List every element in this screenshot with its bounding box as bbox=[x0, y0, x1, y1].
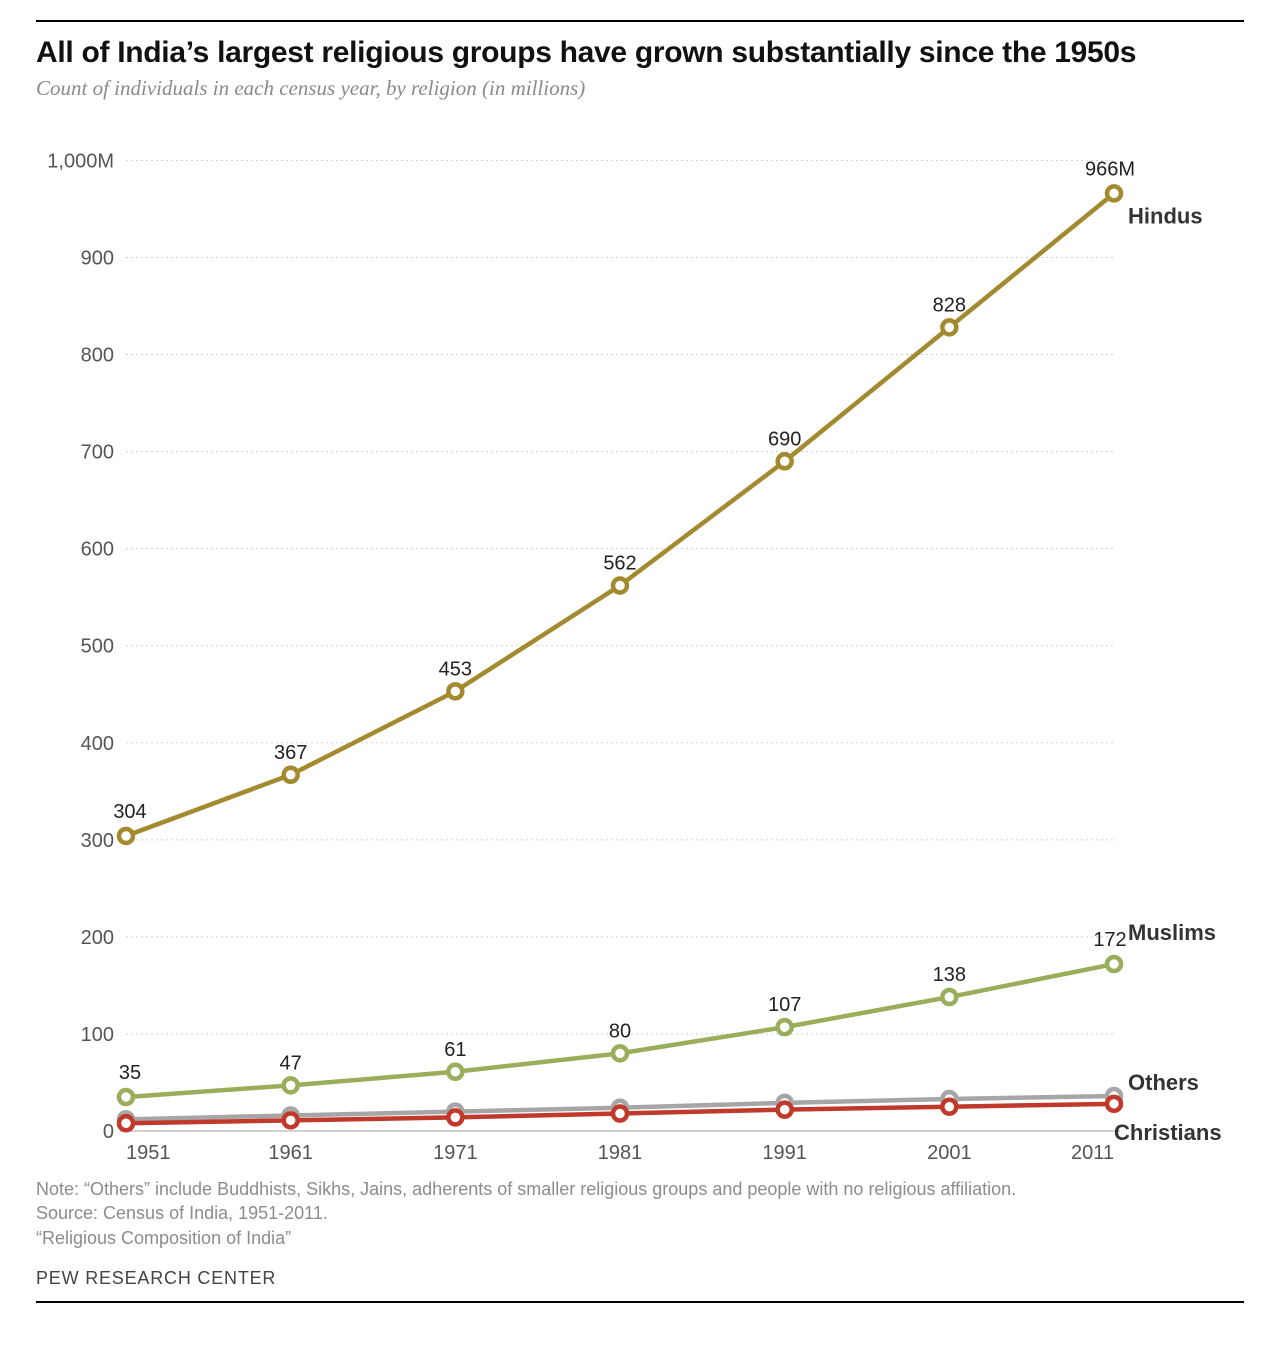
svg-text:1951: 1951 bbox=[126, 1142, 171, 1164]
svg-text:1,000M: 1,000M bbox=[47, 150, 114, 172]
plot-area: 0 100 200 300 400 500 600 700 800 900 1,000M 1951 19… bbox=[36, 111, 1244, 1171]
svg-text:700: 700 bbox=[81, 442, 114, 464]
svg-text:0: 0 bbox=[103, 1121, 114, 1143]
footnote-note: Note: “Others” include Buddhists, Sikhs,… bbox=[36, 1177, 1244, 1201]
svg-text:1991: 1991 bbox=[762, 1142, 807, 1164]
svg-text:800: 800 bbox=[81, 345, 114, 367]
svg-text:172: 172 bbox=[1093, 929, 1126, 951]
svg-text:Others: Others bbox=[1128, 1070, 1199, 1095]
chart-footnotes: Note: “Others” include Buddhists, Sikhs,… bbox=[36, 1177, 1244, 1250]
svg-text:2001: 2001 bbox=[927, 1142, 972, 1164]
top-rule bbox=[36, 20, 1244, 22]
svg-text:1981: 1981 bbox=[598, 1142, 643, 1164]
bottom-rule bbox=[36, 1301, 1244, 1303]
svg-text:1971: 1971 bbox=[433, 1142, 478, 1164]
org-credit: PEW RESEARCH CENTER bbox=[36, 1268, 1244, 1289]
svg-text:80: 80 bbox=[609, 1020, 631, 1042]
svg-text:35: 35 bbox=[119, 1062, 141, 1084]
line-chart-svg: 0 100 200 300 400 500 600 700 800 900 1,000M 1951 19… bbox=[36, 111, 1244, 1171]
svg-text:47: 47 bbox=[280, 1052, 302, 1074]
svg-text:453: 453 bbox=[439, 658, 472, 680]
svg-text:562: 562 bbox=[603, 553, 636, 575]
svg-text:400: 400 bbox=[81, 733, 114, 755]
svg-text:300: 300 bbox=[81, 830, 114, 852]
svg-text:107: 107 bbox=[768, 994, 801, 1016]
svg-text:Muslims: Muslims bbox=[1128, 920, 1216, 945]
chart-title: All of India’s largest religious groups … bbox=[36, 36, 1244, 70]
svg-text:828: 828 bbox=[933, 294, 966, 316]
svg-text:61: 61 bbox=[444, 1039, 466, 1061]
svg-text:Christians: Christians bbox=[1114, 1120, 1222, 1145]
svg-text:690: 690 bbox=[768, 428, 801, 450]
svg-text:2011: 2011 bbox=[1071, 1142, 1114, 1164]
svg-text:Hindus: Hindus bbox=[1128, 203, 1203, 228]
svg-text:304: 304 bbox=[113, 801, 146, 823]
svg-text:138: 138 bbox=[933, 964, 966, 986]
footnote-source: Source: Census of India, 1951-2011. bbox=[36, 1201, 1244, 1225]
svg-text:367: 367 bbox=[274, 742, 307, 764]
svg-text:500: 500 bbox=[81, 636, 114, 658]
svg-text:100: 100 bbox=[81, 1024, 114, 1046]
chart-page: All of India’s largest religious groups … bbox=[0, 0, 1280, 1346]
svg-text:600: 600 bbox=[81, 539, 114, 561]
svg-text:900: 900 bbox=[81, 247, 114, 269]
footnote-report: “Religious Composition of India” bbox=[36, 1226, 1244, 1250]
svg-text:1961: 1961 bbox=[268, 1142, 313, 1164]
svg-text:200: 200 bbox=[81, 927, 114, 949]
svg-text:966M: 966M bbox=[1085, 158, 1135, 180]
chart-subtitle: Count of individuals in each census year… bbox=[36, 76, 1244, 101]
